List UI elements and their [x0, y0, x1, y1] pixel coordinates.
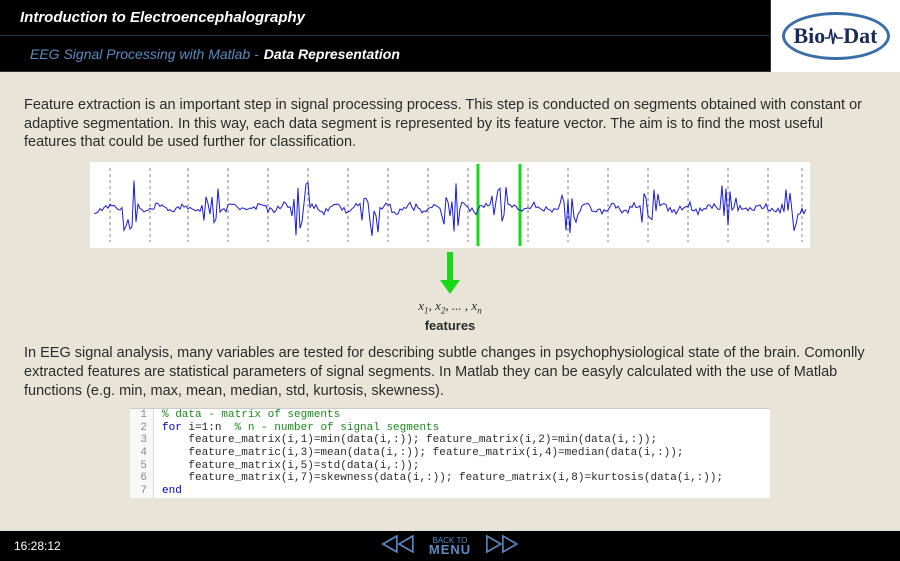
line-number: 3 [130, 434, 154, 447]
prev-button[interactable] [381, 535, 415, 558]
arrow-down-icon [90, 252, 810, 294]
code-line: 6 feature_matrix(i,7)=skewness(data(i,:)… [130, 472, 770, 485]
code-text: feature_matrix(i,1)=min(data(i,:)); feat… [154, 434, 657, 447]
page-title: Introduction to Electroencephalography [20, 9, 305, 26]
forward-icon [485, 535, 519, 553]
breadcrumb-page: Data Representation [264, 46, 400, 62]
ecg-wave-icon [825, 26, 843, 46]
logo-text: Bio Dat [793, 23, 877, 49]
code-text: % data - matrix of segments [154, 409, 340, 422]
code-text: end [154, 485, 182, 498]
features-word: features [90, 318, 810, 335]
line-number: 2 [130, 422, 154, 435]
paragraph-1: Feature extraction is an important step … [24, 96, 876, 152]
next-button[interactable] [485, 535, 519, 558]
breadcrumb-section: EEG Signal Processing with Matlab - [30, 46, 259, 62]
code-text: feature_matric(i,3)=mean(data(i,:)); fea… [154, 447, 684, 460]
code-block: 1% data - matrix of segments2for i=1:n %… [130, 408, 770, 497]
content: Feature extraction is an important step … [0, 72, 900, 498]
menu-button[interactable]: BACK TO MENU [429, 537, 471, 556]
menu-big-label: MENU [429, 544, 471, 556]
paragraph-2: In EEG signal analysis, many variables a… [24, 344, 876, 400]
code-line: 4 feature_matric(i,3)=mean(data(i,:)); f… [130, 447, 770, 460]
code-line: 7end [130, 485, 770, 498]
code-line: 3 feature_matrix(i,1)=min(data(i,:)); fe… [130, 434, 770, 447]
line-number: 7 [130, 485, 154, 498]
code-text: feature_matrix(i,7)=skewness(data(i,:));… [154, 472, 723, 485]
nav-controls: BACK TO MENU [381, 535, 519, 558]
code-line: 2for i=1:n % n - number of signal segmen… [130, 422, 770, 435]
line-number: 4 [130, 447, 154, 460]
line-number: 1 [130, 409, 154, 422]
title-bar: Introduction to Electroencephalography [0, 0, 900, 36]
code-line: 1% data - matrix of segments [130, 409, 770, 422]
line-number: 6 [130, 472, 154, 485]
code-line: 5 feature_matrix(i,5)=std(data(i,:)); [130, 460, 770, 473]
logo: Bio Dat [770, 0, 900, 72]
feature-variables: x1, x2, ... , xn [418, 298, 481, 313]
line-number: 5 [130, 460, 154, 473]
code-text: feature_matrix(i,5)=std(data(i,:)); [154, 460, 419, 473]
breadcrumb: EEG Signal Processing with Matlab - Data… [0, 36, 900, 72]
timestamp: 16:28:12 [14, 539, 61, 553]
features-label: x1, x2, ... , xn features [90, 298, 810, 335]
logo-ellipse: Bio Dat [782, 12, 890, 60]
header: Introduction to Electroencephalography E… [0, 0, 900, 72]
rewind-icon [381, 535, 415, 553]
eeg-signal-plot [90, 162, 810, 248]
eeg-signal-svg [90, 162, 810, 248]
signal-figure: x1, x2, ... , xn features [90, 162, 810, 335]
code-text: for i=1:n % n - number of signal segment… [154, 422, 439, 435]
footer: 16:28:12 BACK TO MENU [0, 531, 900, 561]
